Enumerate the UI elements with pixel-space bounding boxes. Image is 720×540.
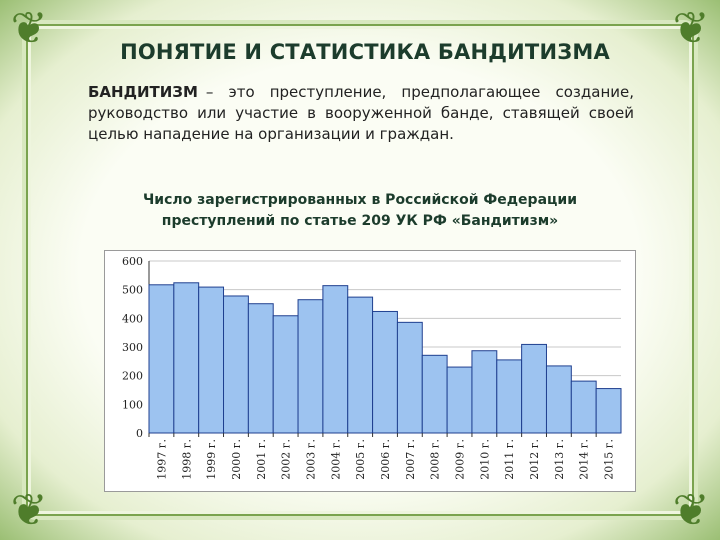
bar [570, 380, 597, 434]
bar [322, 285, 349, 434]
bar [545, 365, 572, 434]
x-tick-label: 2015 г. [603, 439, 616, 480]
bar [421, 354, 448, 434]
x-tick-label: 2011 г. [503, 439, 516, 480]
bar [173, 282, 200, 434]
x-tick-label: 2005 г. [354, 439, 367, 480]
x-tick-label: 2000 г. [230, 439, 243, 480]
x-tick-label: 2002 г. [280, 439, 293, 480]
definition-term: БАНДИТИЗМ [88, 83, 198, 101]
chart-title: Число зарегистрированных в Российской Фе… [142, 192, 578, 229]
floral-ornament-icon: ❦ [10, 3, 48, 54]
bar [272, 315, 299, 434]
x-tick-label: 1997 г. [155, 439, 168, 480]
x-tick-label: 2004 г. [329, 439, 342, 480]
bar [148, 284, 175, 434]
bar-chart: 0 100 200 300 400 500 600 1997 г. 1998 г. 1999 г.… [104, 250, 636, 492]
bar [396, 321, 423, 434]
x-tick-label: 2012 г. [528, 439, 541, 480]
x-tick-label: 2009 г. [454, 439, 467, 480]
bar [496, 359, 523, 434]
x-tick-label: 2013 г. [553, 439, 566, 480]
x-tick-label: 1998 г. [180, 439, 193, 480]
chart-svg: 0 100 200 300 400 500 600 1997 г. 1998 г. 1999 г.… [122, 255, 622, 480]
definition-paragraph: БАНДИТИЗМ – это преступление, предполагаю… [88, 82, 634, 145]
bar [297, 299, 324, 434]
x-tick-label: 2003 г. [304, 439, 317, 480]
y-tick-label: 100 [122, 398, 143, 411]
bar [595, 388, 622, 434]
bar [446, 366, 473, 434]
y-tick-label: 400 [122, 312, 143, 325]
x-tick-label: 2001 г. [255, 439, 268, 480]
bar [198, 286, 225, 434]
bar [471, 350, 498, 434]
decorative-border [26, 24, 694, 516]
x-tick-label: 1999 г. [205, 439, 218, 480]
y-tick-label: 300 [122, 341, 143, 354]
definition-text: – это преступление, предполагающее созда… [88, 83, 634, 143]
floral-ornament-icon: ❦ [672, 485, 710, 536]
y-tick-label: 600 [122, 255, 143, 268]
x-tick-label: 2010 г. [478, 439, 491, 480]
x-tick-label: 2006 г. [379, 439, 392, 480]
bar [247, 303, 274, 434]
bar [347, 296, 374, 434]
bar [521, 343, 547, 434]
y-tick-label: 500 [122, 284, 143, 297]
floral-ornament-icon: ❦ [672, 3, 710, 54]
x-tick-label: 2007 г. [404, 439, 417, 480]
y-tick-label: 200 [122, 370, 143, 383]
bar [223, 295, 249, 434]
x-tick-label: 2008 г. [429, 439, 442, 480]
x-tick-label: 2014 г. [578, 439, 591, 480]
page-title: ПОНЯТИЕ И СТАТИСТИКА БАНДИТИЗМА [120, 40, 610, 64]
bar [372, 310, 398, 434]
floral-ornament-icon: ❦ [10, 485, 48, 536]
y-tick-label: 0 [136, 427, 143, 440]
